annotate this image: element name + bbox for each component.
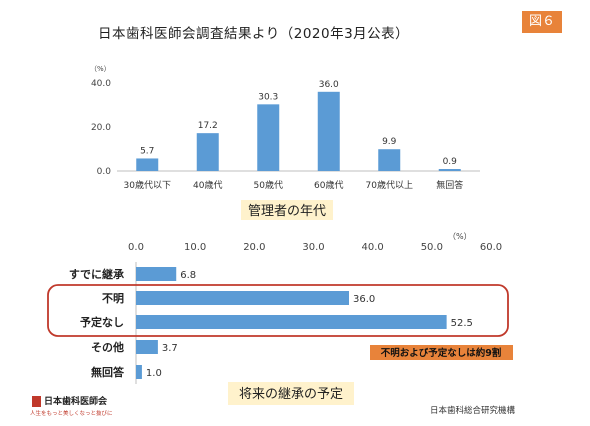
data-label: 0.9	[443, 157, 458, 167]
bar	[136, 267, 177, 281]
highlight-box	[47, 284, 509, 337]
bar	[136, 365, 142, 379]
x-tick-label: 無回答	[436, 179, 463, 191]
data-label: 36.0	[353, 294, 375, 305]
page-title: 日本歯科医師会調査結果より（2020年3月公表）	[98, 26, 410, 42]
y-tick-label: その他	[91, 340, 124, 354]
bar	[196, 133, 219, 171]
y-tick-label: 40.0	[91, 79, 111, 89]
x-tick-label: 30歳代以下	[124, 179, 171, 191]
x-tick-label: 30.0	[302, 242, 324, 253]
y-tick-label: 不明	[102, 292, 124, 305]
bar	[378, 149, 401, 171]
x-tick-label: 40.0	[362, 242, 384, 253]
data-label: 30.3	[258, 92, 278, 102]
x-tick-label: 60歳代	[314, 179, 343, 191]
data-label: 1.0	[146, 368, 162, 379]
data-label: 9.9	[382, 137, 397, 147]
logo-tagline: 人生をもっと美しくなっと抜びに	[30, 411, 113, 417]
x-axis-unit: （%）	[448, 232, 472, 241]
figure-badge: 図６	[522, 11, 562, 33]
data-label: 6.8	[180, 270, 196, 281]
y-tick-label: すでに継承	[69, 267, 125, 281]
chart-title: 管理者の年代	[248, 204, 326, 219]
x-tick-label: 50歳代	[254, 179, 283, 191]
data-label: 52.5	[451, 318, 473, 329]
y-axis-unit: （%）	[90, 65, 111, 73]
bar	[317, 91, 340, 171]
x-tick-label: 40歳代	[193, 179, 222, 191]
highlight-note-bg	[370, 345, 513, 360]
data-label: 36.0	[319, 80, 339, 90]
dental-association-logo-icon	[32, 396, 41, 407]
x-tick-label: 60.0	[480, 242, 502, 253]
data-label: 5.7	[140, 146, 154, 156]
x-tick-label: 0.0	[128, 242, 144, 253]
y-tick-label: 0.0	[97, 167, 112, 177]
highlight-note: 不明および予定なしは約9割	[381, 347, 502, 359]
chart-title: 将来の継承の予定	[239, 387, 343, 402]
x-tick-label: 50.0	[421, 242, 443, 253]
chart-title-bg	[228, 382, 354, 405]
data-label: 3.7	[162, 343, 178, 354]
bar	[136, 340, 158, 354]
data-label: 17.2	[198, 121, 218, 131]
bar	[257, 104, 280, 171]
logo-name: 日本歯科医師会	[44, 397, 108, 407]
bar	[136, 315, 447, 329]
x-tick-label: 70歳代以上	[366, 179, 413, 191]
bar	[136, 158, 159, 171]
y-tick-label: 無回答	[91, 365, 125, 379]
bar	[136, 291, 349, 305]
x-tick-label: 10.0	[184, 242, 206, 253]
bar	[438, 169, 461, 171]
y-tick-label: 20.0	[91, 123, 111, 133]
chart-title-bg	[241, 200, 333, 220]
y-tick-label: 予定なし	[80, 315, 124, 329]
credit-text: 日本歯科総合研究機構	[430, 406, 516, 416]
x-tick-label: 20.0	[243, 242, 265, 253]
